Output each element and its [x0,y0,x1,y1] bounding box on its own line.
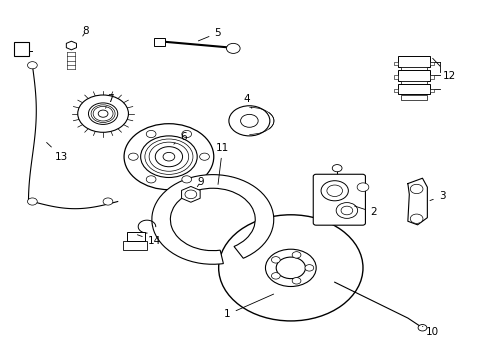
Circle shape [218,215,362,321]
FancyBboxPatch shape [313,174,365,225]
Circle shape [335,203,357,219]
Text: 9: 9 [197,177,203,187]
Circle shape [305,265,313,271]
Circle shape [226,43,240,53]
Text: 11: 11 [216,143,229,184]
Bar [429,75,433,79]
Text: 3: 3 [429,191,445,201]
Circle shape [291,278,300,284]
Bar [14,42,29,56]
Circle shape [98,110,108,117]
Circle shape [155,147,182,167]
Circle shape [103,198,113,205]
Bar [397,70,429,81]
Circle shape [27,62,37,69]
Circle shape [182,176,191,183]
Bar [400,95,427,100]
Circle shape [141,136,197,177]
Circle shape [146,176,156,183]
Text: 1: 1 [224,294,273,319]
Circle shape [321,181,347,201]
Bar [127,232,144,241]
Circle shape [88,103,118,125]
Bar [400,67,427,73]
Circle shape [128,153,138,160]
Bar [393,75,397,79]
Text: 5: 5 [198,28,221,41]
Bar [154,39,164,46]
Text: 13: 13 [46,143,68,162]
Circle shape [228,106,269,136]
Bar [397,56,429,67]
Polygon shape [181,186,200,202]
Bar [429,89,433,93]
Circle shape [326,185,342,197]
Circle shape [163,152,174,161]
Circle shape [417,324,426,331]
Circle shape [291,252,300,258]
Circle shape [184,190,196,199]
Text: 2: 2 [354,206,376,217]
Circle shape [356,183,368,192]
Circle shape [271,257,280,263]
Text: 6: 6 [173,132,186,144]
Bar [122,241,147,250]
Text: 12: 12 [432,58,455,81]
Circle shape [78,95,128,132]
Circle shape [331,165,341,172]
Bar [400,81,427,86]
Bar [397,84,429,94]
Circle shape [27,198,37,205]
Circle shape [409,184,422,194]
Wedge shape [152,175,273,264]
Circle shape [182,130,191,138]
Text: 7: 7 [105,94,114,108]
Polygon shape [66,41,76,50]
Bar [429,62,433,65]
Circle shape [199,153,209,160]
Bar [393,62,397,65]
Circle shape [340,206,352,215]
Bar [393,89,397,93]
Text: 14: 14 [137,235,161,246]
Circle shape [124,124,213,190]
Circle shape [240,114,258,127]
Text: 10: 10 [422,326,438,337]
Circle shape [146,130,156,138]
Circle shape [265,249,316,287]
Circle shape [409,214,422,224]
Text: 8: 8 [82,26,89,36]
Circle shape [271,273,280,279]
Text: 4: 4 [243,94,251,108]
Circle shape [276,257,305,279]
